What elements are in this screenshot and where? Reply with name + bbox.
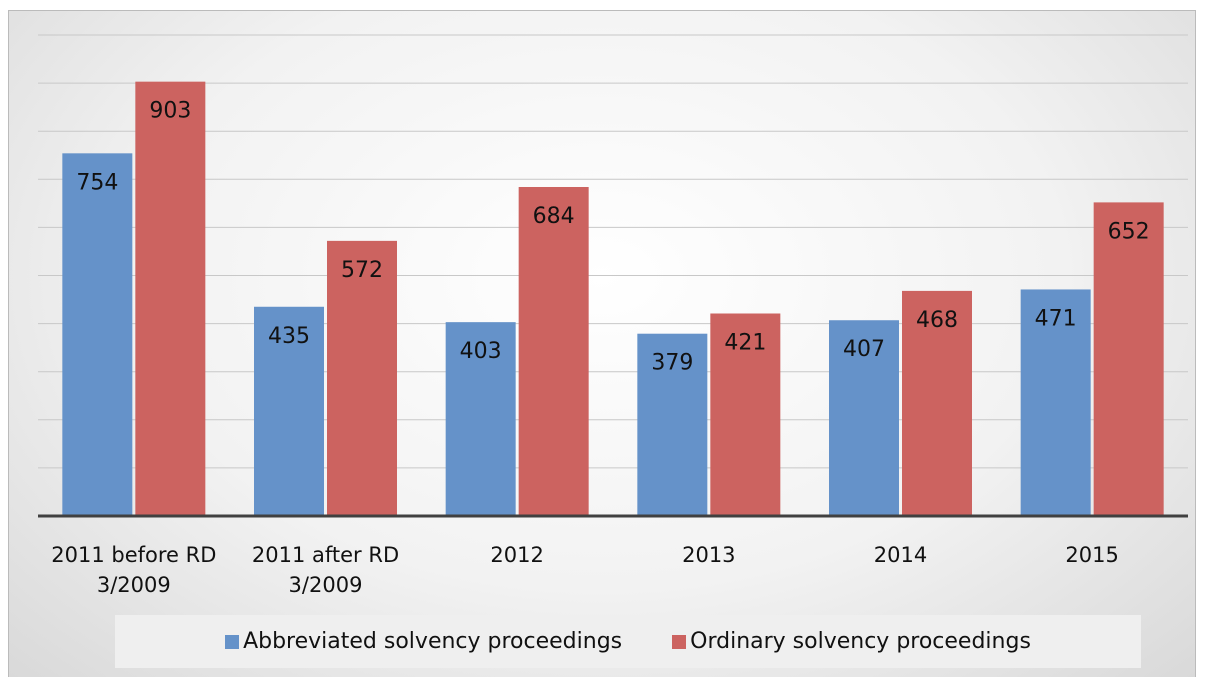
data-label: 379 (651, 351, 693, 376)
data-label: 903 (149, 99, 191, 124)
x-tick-label: 2011 after RD 3/2009 (251, 543, 400, 597)
data-label: 407 (843, 337, 885, 362)
data-label: 652 (1108, 219, 1150, 244)
legend-item: Abbreviated solvency proceedings (225, 629, 622, 654)
data-label: 435 (268, 324, 310, 349)
bar (135, 81, 206, 517)
data-label: 684 (533, 204, 575, 229)
data-label: 754 (76, 170, 118, 195)
data-label: 471 (1035, 306, 1077, 331)
bar (254, 306, 324, 516)
legend-label: Ordinary solvency proceedings (690, 629, 1031, 654)
bar (637, 333, 708, 516)
bar (710, 313, 781, 516)
x-tick-label: 2014 (873, 543, 928, 567)
legend-item: Ordinary solvency proceedings (672, 629, 1031, 654)
data-label: 468 (916, 308, 958, 333)
data-label: 572 (341, 258, 383, 283)
x-tick-label: 2012 (490, 543, 544, 567)
data-label: 403 (460, 339, 502, 364)
bar (327, 240, 397, 517)
legend-swatch (225, 634, 240, 649)
bar (1093, 202, 1164, 516)
data-label: 421 (724, 330, 766, 355)
x-tick-label: 2015 (1065, 543, 1119, 567)
chart-frame (8, 10, 1196, 677)
bar (518, 186, 589, 516)
bar (1020, 289, 1091, 516)
bar (445, 322, 516, 516)
bar (902, 290, 972, 516)
legend-label: Abbreviated solvency proceedings (243, 629, 623, 654)
x-tick-label: 2011 before RD 3/2009 (51, 543, 217, 597)
x-tick-label: 2013 (682, 543, 736, 567)
bar (829, 320, 899, 516)
legend-swatch (672, 634, 687, 649)
bar (62, 153, 133, 517)
legend: Abbreviated solvency proceedings Ordinary… (115, 615, 1141, 668)
